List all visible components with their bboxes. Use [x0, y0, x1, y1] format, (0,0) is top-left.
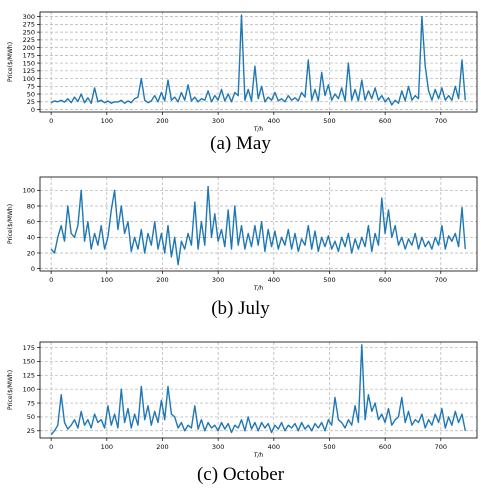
caption-may: (a) May: [210, 133, 271, 154]
y-axis-label: Price($/MWh): [7, 204, 14, 244]
x-tick-label: 100: [101, 117, 113, 125]
x-tick-label: 200: [156, 443, 168, 451]
x-tick-label: 200: [156, 276, 168, 284]
panel-may: 0 100 200 300 400 500 600 700025507510012515017…: [7, 11, 478, 133]
x-tick-label: 0: [49, 117, 53, 125]
x-tick-label: 400: [268, 276, 280, 284]
y-tick-label: 250: [23, 28, 35, 36]
x-axis-label: T/h: [254, 452, 264, 459]
y-tick-label: 40: [27, 234, 35, 242]
y-tick-label: 125: [23, 67, 35, 75]
y-tick-label: 0: [31, 265, 35, 273]
plot-frame: [39, 341, 478, 439]
plot-frame: [39, 11, 478, 113]
x-tick-label: 500: [323, 276, 335, 284]
y-tick-label: 50: [27, 413, 35, 421]
y-tick-label: 275: [23, 21, 35, 29]
x-tick-label: 700: [435, 443, 447, 451]
y-tick-label: 100: [23, 187, 35, 195]
x-tick-label: 500: [323, 443, 335, 451]
y-axis-label: Price($/MWh): [7, 370, 14, 410]
x-tick-label: 0: [49, 276, 53, 284]
plot-frame: [39, 176, 478, 272]
y-tick-label: 300: [23, 13, 35, 21]
y-tick-label: 0: [31, 106, 35, 114]
x-tick-label: 0: [49, 443, 53, 451]
x-tick-label: 400: [268, 443, 280, 451]
y-tick-label: 60: [27, 218, 35, 226]
series-line: [50, 344, 466, 436]
x-tick-label: 500: [323, 117, 335, 125]
y-tick-label: 80: [27, 202, 35, 210]
x-tick-label: 600: [379, 443, 391, 451]
x-tick-label: 600: [379, 276, 391, 284]
x-tick-label: 700: [435, 117, 447, 125]
panel-october: 0 100 200 300 400 500 600 700 25 50 75 100 125 150 175…: [7, 341, 478, 459]
y-tick-label: 200: [23, 44, 35, 52]
y-tick-label: 100: [23, 75, 35, 83]
y-tick-label: 25: [27, 427, 35, 435]
y-tick-label: 150: [23, 59, 35, 67]
x-tick-label: 600: [379, 117, 391, 125]
x-axis-label: T/h: [254, 285, 264, 292]
x-tick-label: 100: [101, 276, 113, 284]
x-tick-label: 300: [212, 276, 224, 284]
y-tick-label: 125: [23, 372, 35, 380]
y-axis-label: Price($/MWh): [7, 42, 14, 82]
y-tick-label: 25: [27, 98, 35, 106]
y-tick-label: 75: [27, 399, 35, 407]
x-tick-label: 300: [212, 443, 224, 451]
series-line: [50, 185, 466, 266]
x-tick-label: 400: [268, 117, 280, 125]
y-tick-label: 225: [23, 36, 35, 44]
x-tick-label: 300: [212, 117, 224, 125]
x-tick-label: 100: [101, 443, 113, 451]
panel-july: 0 100 200 300 400 500 600 700 0 20 40 60 80 100 T/h Pri…: [7, 176, 478, 292]
series-line: [50, 14, 466, 106]
y-tick-label: 150: [23, 358, 35, 366]
x-axis-label: T/h: [254, 126, 264, 133]
caption-july: (b) July: [211, 298, 270, 319]
y-tick-label: 175: [23, 52, 35, 60]
y-tick-label: 75: [27, 83, 35, 91]
y-tick-label: 100: [23, 385, 35, 393]
caption-october: (c) October: [196, 464, 285, 485]
y-tick-label: 50: [27, 90, 35, 98]
y-tick-label: 20: [27, 249, 35, 257]
x-tick-label: 200: [156, 117, 168, 125]
x-tick-label: 700: [435, 276, 447, 284]
y-tick-label: 175: [23, 344, 35, 352]
